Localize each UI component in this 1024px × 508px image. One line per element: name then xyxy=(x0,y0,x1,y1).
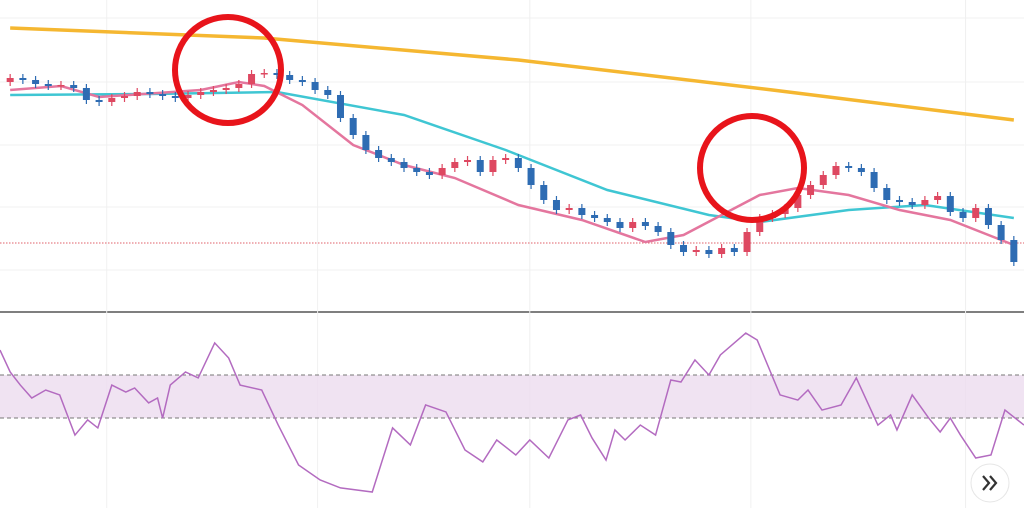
candle-body xyxy=(146,92,154,94)
candle-body xyxy=(44,84,52,86)
candle-body xyxy=(95,100,103,102)
candle-body xyxy=(667,232,675,245)
candle-body xyxy=(578,208,586,215)
candle-body xyxy=(807,185,815,195)
candle-body xyxy=(718,248,726,254)
candle-body xyxy=(705,250,713,254)
candle-body xyxy=(209,90,217,92)
candle-body xyxy=(540,185,548,200)
candle-body xyxy=(387,158,395,162)
candle-body xyxy=(832,166,840,175)
candle-body xyxy=(997,225,1005,240)
candle-body xyxy=(324,90,332,95)
candle-body xyxy=(336,95,344,118)
candle-body xyxy=(260,73,268,75)
candle-body xyxy=(19,78,27,80)
candle-body xyxy=(235,84,243,88)
candle-body xyxy=(591,215,599,218)
moving-average xyxy=(10,90,1015,224)
candle-body xyxy=(730,248,738,252)
candle-body xyxy=(921,200,929,205)
candle-body xyxy=(82,88,90,100)
candle-body xyxy=(298,80,306,82)
candle-body xyxy=(6,78,14,82)
candle-body xyxy=(197,92,205,95)
highlight-circle xyxy=(172,14,284,126)
candle-body xyxy=(883,188,891,200)
candle-body xyxy=(819,175,827,185)
candle-body xyxy=(1010,240,1018,262)
candle-body xyxy=(133,92,141,96)
candle-body xyxy=(680,245,688,252)
candle-body xyxy=(654,226,662,232)
candle-body xyxy=(565,208,573,210)
rsi-band xyxy=(0,375,1024,419)
candle-body xyxy=(845,166,853,168)
candle-body xyxy=(743,232,751,252)
candle-body xyxy=(171,96,179,98)
candle-body xyxy=(527,168,535,185)
candle-body xyxy=(857,168,865,172)
candle-body xyxy=(476,160,484,172)
candle-body xyxy=(692,250,700,252)
candle-body xyxy=(273,73,281,75)
candle-body xyxy=(108,98,116,102)
candle-body xyxy=(870,172,878,188)
candle-body xyxy=(603,218,611,222)
candle-body xyxy=(425,172,433,175)
candle-body xyxy=(908,202,916,205)
candle-body xyxy=(984,208,992,225)
candle-body xyxy=(794,195,802,208)
candle-body xyxy=(946,196,954,212)
candle-body xyxy=(641,222,649,226)
scroll-button[interactable] xyxy=(970,463,1010,503)
candle-body xyxy=(616,222,624,228)
moving-average xyxy=(10,26,1015,122)
candle-body xyxy=(70,85,78,88)
candle-body xyxy=(222,88,230,90)
candle-body xyxy=(464,160,472,162)
moving-average xyxy=(10,80,1015,247)
candle-body xyxy=(375,150,383,158)
candle-body xyxy=(972,208,980,218)
candle-body xyxy=(438,168,446,175)
candle-body xyxy=(286,75,294,80)
candle-body xyxy=(32,80,40,84)
candle-body xyxy=(502,158,510,160)
candle-body xyxy=(514,158,522,168)
candle-body xyxy=(248,74,256,84)
candle-body xyxy=(362,135,370,150)
candle-body xyxy=(895,200,903,202)
candle-body xyxy=(756,218,764,232)
candle-body xyxy=(311,82,319,90)
button-icon xyxy=(982,475,998,491)
candle-body xyxy=(349,118,357,135)
highlight-circle xyxy=(697,113,807,223)
candle-body xyxy=(934,196,942,200)
candle-body xyxy=(57,85,65,87)
candle-body xyxy=(489,160,497,172)
candle-body xyxy=(413,168,421,172)
candle-body xyxy=(159,94,167,96)
candle-body xyxy=(400,162,408,168)
rsi-line xyxy=(0,332,1024,493)
candle-body xyxy=(552,200,560,210)
candle-body xyxy=(629,222,637,228)
candle-body xyxy=(451,162,459,168)
candle-body xyxy=(121,96,129,98)
candle-body xyxy=(184,95,192,98)
candle-body xyxy=(959,212,967,218)
